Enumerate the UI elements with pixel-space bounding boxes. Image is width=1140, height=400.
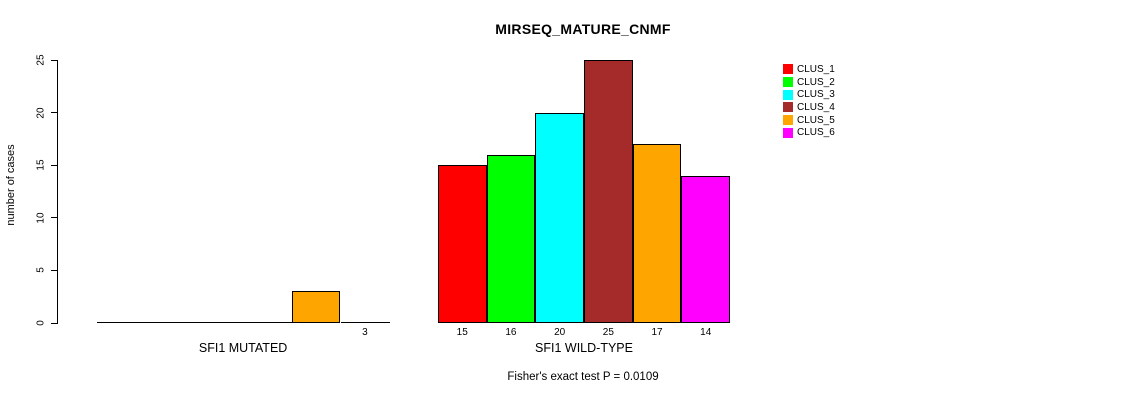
zero-bar-CLUS_1 bbox=[97, 322, 147, 323]
zero-bar-CLUS_3 bbox=[194, 322, 245, 323]
y-axis-tick bbox=[51, 164, 58, 166]
bar-CLUS_1 bbox=[437, 165, 487, 323]
zero-bar-CLUS_6 bbox=[340, 322, 391, 323]
legend-swatch-icon bbox=[783, 115, 793, 126]
y-axis-tick-label: 10 bbox=[35, 212, 47, 224]
y-axis-tick-label: 20 bbox=[35, 107, 47, 119]
zero-bar-CLUS_2 bbox=[145, 322, 196, 323]
legend-row-CLUS_5: CLUS_5 bbox=[783, 114, 835, 127]
legend-row-CLUS_1: CLUS_1 bbox=[783, 63, 835, 76]
y-axis-tick bbox=[51, 217, 58, 219]
legend: CLUS_1 CLUS_2 CLUS_3 CLUS_4 CLUS_5 CLUS_6 bbox=[783, 63, 835, 139]
y-axis-tick bbox=[51, 269, 58, 271]
legend-row-CLUS_3: CLUS_3 bbox=[783, 88, 835, 101]
zero-bar-CLUS_4 bbox=[243, 322, 293, 323]
legend-label: CLUS_3 bbox=[797, 89, 835, 101]
legend-label: CLUS_6 bbox=[797, 127, 835, 139]
x-group-label: SFI1 WILD-TYPE bbox=[535, 341, 633, 355]
legend-label: CLUS_2 bbox=[797, 76, 835, 88]
legend-row-CLUS_6: CLUS_6 bbox=[783, 126, 835, 139]
chart-title: MIRSEQ_MATURE_CNMF bbox=[495, 21, 671, 37]
y-axis-tick-label: 25 bbox=[35, 54, 47, 66]
y-axis-tick bbox=[51, 322, 58, 324]
bar-CLUS_4 bbox=[584, 60, 633, 323]
y-axis-tick bbox=[51, 112, 58, 114]
bar-CLUS_6 bbox=[681, 175, 731, 323]
legend-swatch-icon bbox=[783, 89, 793, 100]
y-axis-tick-label: 15 bbox=[35, 159, 47, 171]
legend-swatch-icon bbox=[783, 127, 793, 138]
bar-value-label: 17 bbox=[651, 327, 663, 338]
bar-CLUS_2 bbox=[486, 154, 536, 323]
bar-value-label: 3 bbox=[362, 327, 368, 338]
legend-label: CLUS_1 bbox=[797, 63, 835, 75]
y-axis-line bbox=[57, 60, 58, 323]
legend-swatch-icon bbox=[783, 102, 793, 113]
bar-CLUS_3 bbox=[535, 112, 584, 323]
fisher-test-annotation: Fisher's exact test P = 0.0109 bbox=[507, 371, 659, 383]
legend-label: CLUS_5 bbox=[797, 114, 835, 126]
bar-value-label: 16 bbox=[505, 327, 517, 338]
y-axis-tick-label: 0 bbox=[35, 320, 47, 326]
bar-value-label: 25 bbox=[602, 327, 614, 338]
bar-value-label: 20 bbox=[554, 327, 566, 338]
legend-row-CLUS_4: CLUS_4 bbox=[783, 101, 835, 114]
bar-CLUS_5 bbox=[632, 144, 682, 323]
x-group-label: SFI1 MUTATED bbox=[198, 341, 288, 355]
bar-value-label: 15 bbox=[456, 327, 468, 338]
y-axis-tick-label: 5 bbox=[35, 267, 47, 274]
legend-swatch-icon bbox=[783, 77, 793, 88]
y-axis-tick bbox=[51, 59, 58, 61]
bar-CLUS_5 bbox=[291, 291, 341, 323]
bar-value-label: 14 bbox=[700, 327, 712, 338]
legend-label: CLUS_4 bbox=[797, 101, 835, 113]
legend-swatch-icon bbox=[783, 64, 793, 75]
legend-row-CLUS_2: CLUS_2 bbox=[783, 76, 835, 89]
